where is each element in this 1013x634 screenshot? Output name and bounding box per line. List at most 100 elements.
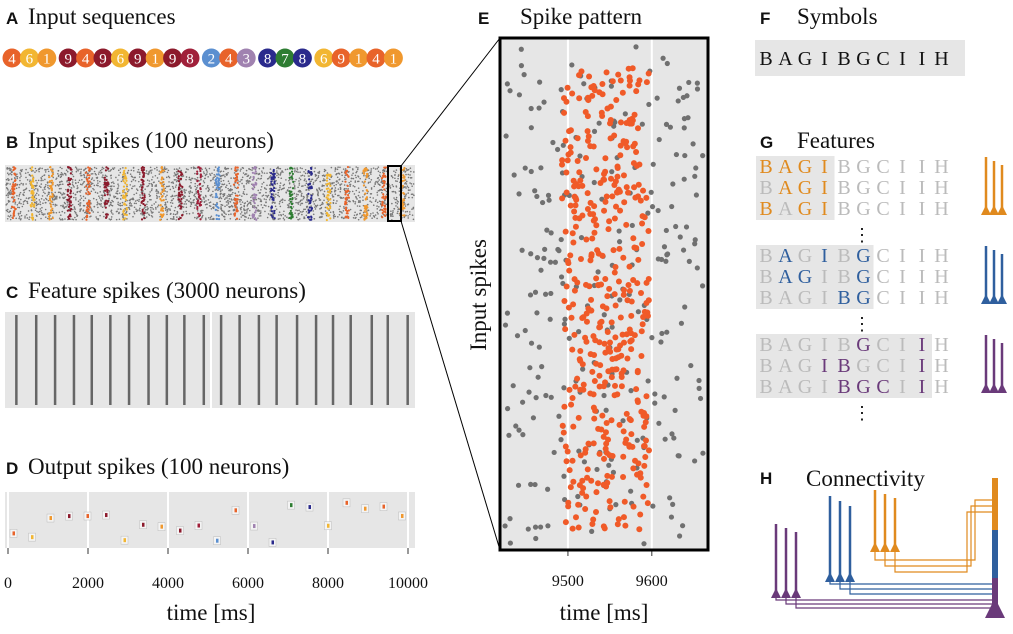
spike bbox=[233, 209, 236, 212]
spike bbox=[27, 171, 29, 174]
spike bbox=[159, 218, 162, 221]
panel-title: Symbols bbox=[797, 4, 878, 29]
spike bbox=[292, 180, 295, 183]
spike bbox=[279, 174, 281, 176]
spike bbox=[266, 178, 269, 180]
spike bbox=[290, 170, 294, 173]
spike bbox=[37, 203, 40, 205]
spike bbox=[337, 194, 339, 197]
spike bbox=[357, 201, 360, 204]
digit: 4 bbox=[82, 52, 90, 68]
spike bbox=[528, 168, 534, 175]
spike bbox=[93, 166, 96, 169]
spike bbox=[254, 217, 257, 220]
spike bbox=[314, 167, 316, 169]
pattern-spike bbox=[576, 72, 583, 79]
spike bbox=[223, 211, 225, 214]
spike bbox=[203, 172, 205, 175]
spike bbox=[672, 407, 678, 413]
spike bbox=[12, 183, 15, 186]
spike bbox=[364, 198, 367, 201]
spike bbox=[396, 212, 399, 215]
spike bbox=[95, 184, 98, 186]
pattern-spike bbox=[591, 352, 598, 359]
spike bbox=[10, 207, 13, 210]
spike bbox=[193, 193, 196, 196]
connection bbox=[775, 598, 992, 601]
spike bbox=[140, 200, 143, 203]
spike bbox=[366, 192, 369, 195]
output-spike-core bbox=[308, 505, 311, 510]
spike bbox=[101, 206, 104, 209]
spike bbox=[185, 176, 188, 178]
spike bbox=[87, 182, 90, 185]
spike bbox=[305, 182, 308, 185]
spike bbox=[222, 179, 225, 182]
spike bbox=[219, 192, 222, 195]
spike bbox=[663, 121, 670, 127]
pattern-spike bbox=[631, 184, 638, 191]
spike bbox=[18, 201, 21, 203]
spike bbox=[395, 196, 398, 199]
feature-symbol: I bbox=[919, 376, 926, 398]
spike bbox=[382, 184, 386, 187]
spike bbox=[682, 304, 688, 310]
spike bbox=[181, 193, 184, 196]
spike bbox=[100, 205, 102, 207]
feature-shade bbox=[756, 376, 932, 398]
spike bbox=[661, 394, 667, 400]
spike bbox=[48, 218, 51, 221]
spike bbox=[310, 171, 313, 174]
spike bbox=[176, 176, 178, 179]
spike bbox=[528, 340, 535, 346]
spike bbox=[534, 310, 540, 316]
spike bbox=[369, 171, 371, 174]
feature-symbol: H bbox=[934, 177, 948, 199]
spike bbox=[341, 174, 343, 177]
spike bbox=[179, 177, 183, 180]
spike bbox=[246, 212, 248, 214]
pattern-spike bbox=[612, 264, 619, 271]
spike bbox=[135, 192, 138, 195]
spike bbox=[32, 180, 35, 183]
spike bbox=[297, 190, 300, 193]
spike bbox=[212, 178, 214, 181]
spike bbox=[88, 174, 91, 177]
spike bbox=[6, 167, 8, 170]
spike bbox=[272, 201, 275, 204]
spike bbox=[101, 196, 103, 199]
spike bbox=[270, 193, 273, 196]
spike bbox=[106, 188, 109, 191]
spike bbox=[195, 191, 198, 193]
spike bbox=[201, 212, 203, 214]
spike bbox=[162, 188, 165, 191]
spike bbox=[139, 184, 142, 186]
spike bbox=[201, 168, 203, 171]
spike bbox=[165, 206, 168, 209]
spike bbox=[281, 170, 283, 173]
spike bbox=[270, 172, 273, 175]
spike bbox=[355, 196, 358, 199]
spike bbox=[257, 189, 260, 192]
spike bbox=[147, 185, 150, 187]
spike bbox=[104, 206, 107, 209]
pattern-spike bbox=[612, 366, 619, 373]
pattern-spike bbox=[569, 230, 576, 237]
symbol: G bbox=[798, 48, 812, 70]
spike bbox=[95, 198, 98, 201]
spike bbox=[212, 206, 215, 208]
spike bbox=[148, 180, 151, 182]
spike bbox=[244, 215, 246, 218]
output-spike-core bbox=[68, 514, 71, 519]
spike bbox=[199, 200, 202, 204]
spike bbox=[73, 186, 75, 188]
spike bbox=[102, 167, 105, 170]
spike bbox=[37, 194, 40, 196]
spike bbox=[7, 194, 10, 196]
spike bbox=[279, 167, 282, 170]
spike bbox=[58, 217, 61, 220]
spike bbox=[174, 186, 177, 188]
spike bbox=[253, 202, 256, 205]
spike bbox=[44, 185, 47, 188]
neuron-soma bbox=[997, 294, 1007, 304]
